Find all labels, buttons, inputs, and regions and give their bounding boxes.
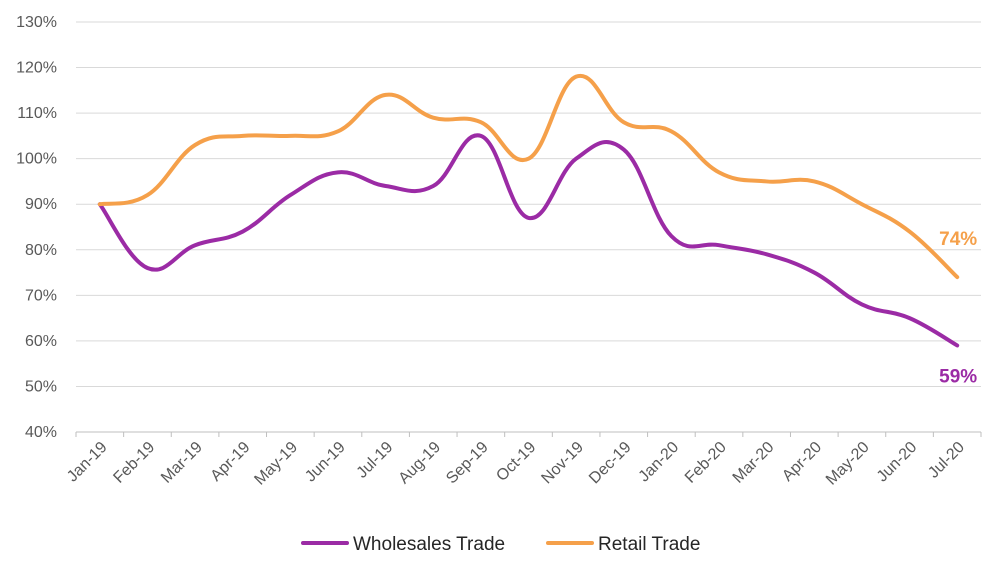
x-tick-label: May-19	[251, 439, 301, 489]
x-tick-label: Jul-20	[925, 439, 968, 482]
x-tick-label: Jan-20	[636, 439, 683, 486]
y-axis-ticks: 40% 50% 60% 70% 80% 90% 100% 110% 120% 130%	[16, 14, 57, 441]
x-tick-label: Aug-19	[396, 439, 445, 488]
series-lines	[97, 73, 960, 348]
y-tick-label: 110%	[17, 105, 57, 122]
y-tick-label: 70%	[25, 287, 57, 304]
retail-trade-legend-label: Retail Trade	[598, 534, 700, 555]
y-tick-label: 90%	[25, 196, 57, 213]
x-tick-label: Apr-19	[208, 439, 254, 485]
y-tick-label: 60%	[25, 333, 57, 350]
x-tick-label: Oct-19	[493, 439, 539, 485]
wholesales-trade-line	[97, 133, 960, 348]
x-tick-label: Jun-20	[874, 439, 921, 486]
x-tick-label: Jul-19	[354, 439, 397, 482]
end-labels: 59% 74%	[939, 229, 977, 387]
x-tick-label: Feb-19	[110, 439, 158, 487]
legend: Wholesales Trade Retail Trade	[301, 534, 700, 555]
x-tick-label: Apr-20	[779, 439, 825, 485]
y-tick-label: 80%	[25, 242, 57, 259]
y-tick-label: 120%	[16, 60, 57, 77]
x-tick-label: Mar-19	[158, 439, 206, 487]
wholesales-trade-legend-label: Wholesales Trade	[353, 534, 505, 555]
x-tick-label: May-20	[823, 439, 873, 489]
grid-lines	[76, 21, 981, 433]
retail-trade-line	[97, 73, 960, 280]
wholesales-trade-end-label: 59%	[939, 366, 977, 387]
x-tick-label: Nov-19	[538, 439, 587, 488]
y-tick-label: 50%	[25, 378, 57, 395]
retail-trade-end-label: 74%	[939, 229, 977, 250]
x-tick-label: Dec-19	[586, 439, 635, 488]
x-tick-label: Mar-20	[730, 439, 778, 487]
x-tick-label: Jun-19	[302, 439, 349, 486]
y-tick-label: 130%	[16, 14, 57, 31]
x-tick-label: Sep-19	[443, 439, 492, 488]
x-tick-label: Feb-20	[682, 439, 730, 487]
y-tick-label: 40%	[25, 424, 57, 441]
y-tick-label: 100%	[16, 151, 57, 168]
x-tick-label: Jan-19	[64, 439, 111, 486]
